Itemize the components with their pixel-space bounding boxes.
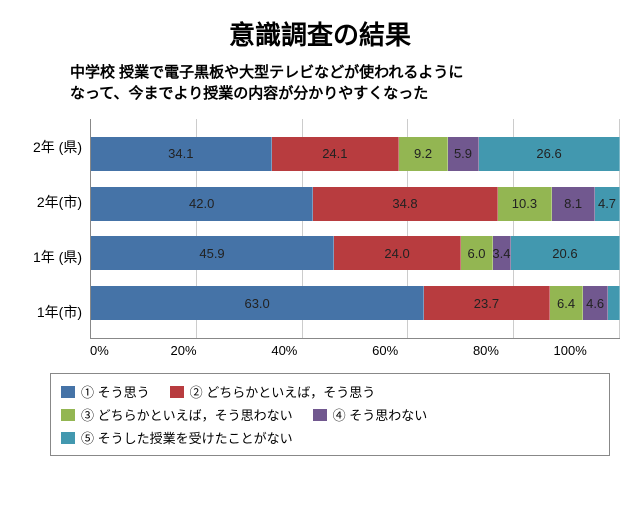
bar-row: 63.023.76.44.6 [91, 286, 620, 320]
bar-segment: 26.6 [479, 137, 620, 171]
x-axis-tick: 100% [554, 343, 587, 358]
bar-segment: 10.3 [498, 187, 553, 221]
bar-segment [608, 286, 620, 320]
subtitle-line-2: なって、今までより授業の内容が分かりやすくなった [70, 85, 428, 102]
bar-row: 45.924.06.03.420.6 [91, 236, 620, 270]
bar-segment: 24.1 [272, 137, 400, 171]
bar-segment: 34.1 [91, 137, 272, 171]
bar-segment: 24.0 [334, 236, 461, 270]
legend-swatch [170, 386, 184, 398]
bar-segment: 63.0 [91, 286, 424, 320]
y-axis-label: 2年(市) [20, 176, 82, 228]
chart-title: 意識調査の結果 [20, 15, 620, 52]
bar-segment: 20.6 [511, 236, 620, 270]
bar-segment: 4.7 [595, 187, 620, 221]
x-axis-tick: 0% [90, 343, 109, 358]
bars-group: 34.124.19.25.926.6 42.034.810.38.14.7 45.9… [91, 119, 620, 338]
bar-segment: 23.7 [424, 286, 549, 320]
legend-item: ③ どちらかといえば，そう思わない [61, 405, 293, 424]
legend-swatch [313, 409, 327, 421]
bar-row: 34.124.19.25.926.6 [91, 137, 620, 171]
bar-segment: 6.0 [461, 236, 493, 270]
legend: ① そう思う ② どちらかといえば，そう思う ③ どちらかといえば，そう思わない ④ … [50, 373, 610, 456]
legend-item: ① そう思う [61, 382, 150, 401]
legend-item: ⑤ そうした授業を受けたことがない [61, 428, 293, 447]
legend-swatch [61, 386, 75, 398]
plot-area: 34.124.19.25.926.6 42.034.810.38.14.7 45.9… [90, 119, 620, 339]
chart-container: 意識調査の結果 中学校 授業で電子黒板や大型テレビなどが使われるように なって、… [0, 0, 640, 525]
bar-segment: 5.9 [448, 137, 479, 171]
bar-segment: 45.9 [91, 236, 334, 270]
chart-subtitle: 中学校 授業で電子黒板や大型テレビなどが使われるように なって、今までより授業の… [70, 62, 620, 104]
x-axis-labels: 0% 20% 40% 60% 80% 100% [90, 343, 620, 358]
subtitle-line-1: 中学校 授業で電子黒板や大型テレビなどが使われるように [70, 64, 463, 81]
x-axis-tick: 20% [171, 343, 197, 358]
bar-segment: 3.4 [493, 236, 511, 270]
bar-row: 42.034.810.38.14.7 [91, 187, 620, 221]
bar-segment: 8.1 [552, 187, 595, 221]
bar-segment: 42.0 [91, 187, 313, 221]
y-axis-labels: 2年 (県)2年(市)1年 (県)1年(市) [20, 119, 90, 339]
y-axis-label: 1年 (県) [20, 231, 82, 283]
y-axis-label: 1年(市) [20, 286, 82, 338]
y-axis-label: 2年 (県) [20, 121, 82, 173]
bar-segment: 34.8 [313, 187, 497, 221]
legend-label: ⑤ そうした授業を受けたことがない [81, 428, 293, 447]
legend-label: ④ そう思わない [333, 405, 428, 424]
bar-segment: 9.2 [399, 137, 448, 171]
legend-label: ① そう思う [81, 382, 150, 401]
chart-area: 2年 (県)2年(市)1年 (県)1年(市) 34.124.19.25.926.… [20, 119, 620, 339]
legend-swatch [61, 432, 75, 444]
legend-item: ② どちらかといえば，そう思う [170, 382, 376, 401]
x-axis-tick: 60% [372, 343, 398, 358]
legend-label: ③ どちらかといえば，そう思わない [81, 405, 293, 424]
legend-item: ④ そう思わない [313, 405, 428, 424]
legend-label: ② どちらかといえば，そう思う [190, 382, 376, 401]
legend-swatch [61, 409, 75, 421]
x-axis-tick: 40% [271, 343, 297, 358]
bar-segment: 6.4 [550, 286, 584, 320]
x-axis-tick: 80% [473, 343, 499, 358]
bar-segment: 4.6 [583, 286, 607, 320]
